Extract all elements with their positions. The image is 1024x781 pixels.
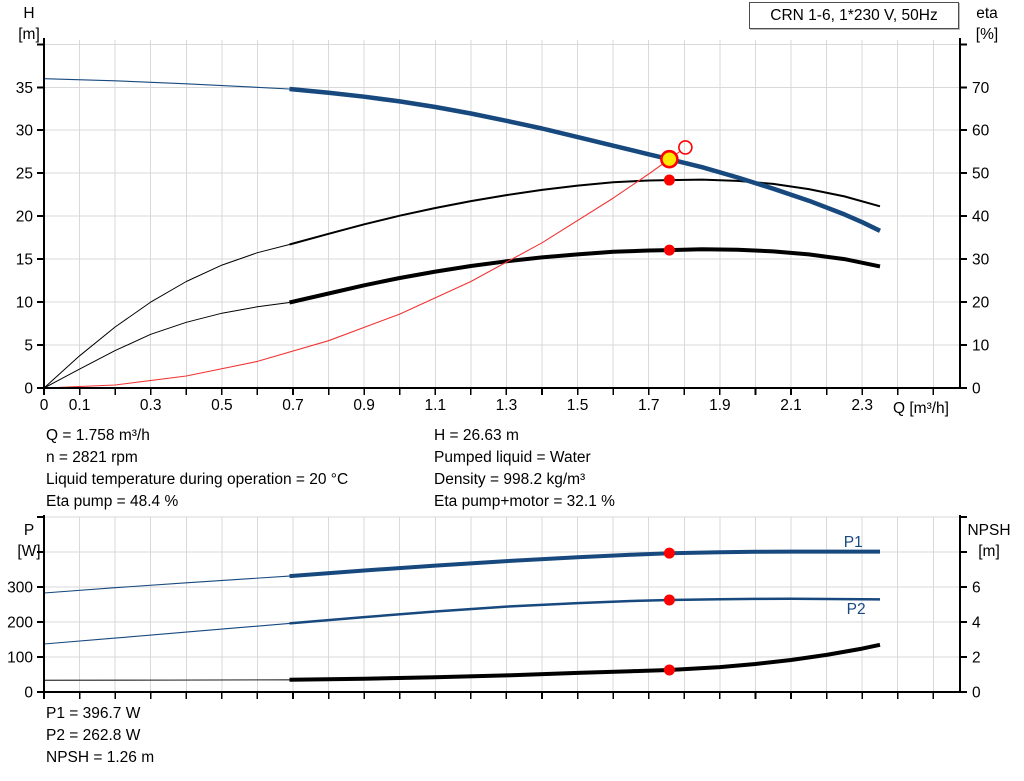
h-axis-title-symbol: H — [23, 5, 35, 22]
info-line-p2: P2 = 262.8 W — [46, 727, 141, 744]
x-tick-label: 0 — [40, 397, 49, 414]
chart-qh-eta: 0 5 10 15 20 25 30 35 0 10 20 30 40 50 60 70 0 0.1 0.3 0.5 0… — [16, 38, 990, 414]
x-tick-label: 1.5 — [567, 397, 589, 414]
system-curve — [43, 150, 682, 389]
x-tick-label: 2.3 — [851, 397, 873, 414]
y-left-tick-label: 20 — [16, 209, 34, 226]
x-tick-label: 0.5 — [211, 397, 233, 414]
x-tick-label: 1.9 — [709, 397, 731, 414]
y-right-tick-label: 30 — [972, 252, 990, 269]
series-label-p1: P1 — [844, 534, 863, 551]
y-left-tick-label: 200 — [7, 615, 33, 632]
x-tick-label: 0.3 — [140, 397, 162, 414]
eta-pump-motor-curve — [289, 247, 881, 305]
info-line-eta-pump-motor: Eta pump+motor = 32.1 % — [434, 493, 615, 510]
y-right-tick-label: 2 — [972, 650, 981, 667]
p-axis-title: P [W] — [10, 520, 48, 562]
q-axis-title: Q [m³/h] — [893, 400, 949, 417]
npsh-extrapolated — [43, 679, 290, 681]
info-line-p1: P1 = 396.7 W — [46, 705, 141, 722]
y-right-tick-label: 4 — [972, 615, 981, 632]
y-right-tick-label: 70 — [972, 80, 990, 97]
info-line-eta-pump: Eta pump = 48.4 % — [46, 493, 179, 510]
info-line-liquid-temperature: Liquid temperature during operation = 20… — [46, 471, 349, 488]
p-axis-title-symbol: P — [23, 522, 35, 539]
y-right-tick-label: 40 — [972, 209, 990, 226]
y-left-tick-label: 25 — [16, 166, 33, 183]
x-tick-label: 0.1 — [69, 397, 91, 414]
pump-model-title-box: CRN 1-6, 1*230 V, 50Hz — [749, 2, 959, 29]
info-line-q: Q = 1.758 m³/h — [46, 427, 150, 444]
p2-extrapolated — [43, 622, 290, 645]
eta-axis-title-symbol: eta — [976, 5, 998, 22]
y-left-tick-label: 300 — [7, 580, 33, 597]
info-line-h: H = 26.63 m — [434, 427, 519, 444]
x-tick-label: 0.9 — [353, 397, 375, 414]
eta-pump-point — [663, 174, 675, 186]
npsh-point — [663, 664, 675, 676]
operating-point-info-right: H = 26.63 m Pumped liquid = Water Densit… — [434, 425, 615, 513]
info-line-speed: n = 2821 rpm — [46, 449, 138, 466]
p1-extrapolated — [43, 575, 290, 594]
npsh-axis-title-unit: [m] — [978, 543, 1000, 560]
p1-curve — [289, 549, 880, 579]
duty-point[interactable] — [660, 149, 679, 169]
y-right-tick-label: 50 — [972, 166, 990, 183]
y-left-tick-label: 0 — [24, 685, 33, 702]
eta-pump-motor-extrapolated — [43, 302, 290, 389]
y-left-tick-label: 35 — [16, 80, 33, 97]
operating-point-info-left: Q = 1.758 m³/h n = 2821 rpm Liquid tempe… — [46, 425, 348, 513]
series-label-p2: P2 — [847, 601, 866, 618]
y-left-tick-label: 15 — [16, 252, 33, 269]
x-tick-label: 1.3 — [496, 397, 518, 414]
eta-pump-extrapolated — [43, 244, 290, 389]
plot-area[interactable] — [44, 40, 960, 388]
p1-point — [663, 547, 675, 559]
p-axis-title-unit: [W] — [17, 543, 41, 560]
x-tick-label: 1.7 — [638, 397, 660, 414]
eta-axis-title: eta [%] — [962, 3, 1012, 45]
y-left-tick-label: 10 — [16, 295, 34, 312]
p2-curve — [289, 597, 881, 625]
chart-power-npsh: 0 100 200 300 0 2 4 6 P1 P2 — [7, 515, 981, 702]
h-axis-title-unit: [m] — [18, 26, 40, 43]
x-tick-label: 1.1 — [425, 397, 447, 414]
y-right-tick-label: 0 — [972, 381, 981, 398]
requested-duty-point[interactable] — [678, 140, 693, 155]
y-left-tick-label: 30 — [16, 123, 34, 140]
qh-curve-extrapolated — [43, 78, 290, 90]
npsh-axis-title: NPSH [m] — [958, 520, 1020, 562]
y-left-tick-label: 100 — [7, 650, 33, 667]
eta-pump-curve — [289, 178, 881, 246]
x-tick-label: 2.1 — [780, 397, 802, 414]
info-line-pumped-liquid: Pumped liquid = Water — [434, 449, 591, 466]
eta-pump-motor-point — [663, 244, 675, 256]
npsh-axis-title-symbol: NPSH — [967, 522, 1011, 539]
qh-curve — [289, 86, 881, 233]
eta-axis-title-unit: [%] — [975, 26, 999, 43]
p2-point — [663, 594, 675, 606]
y-left-tick-label: 5 — [24, 338, 33, 355]
h-axis-title: H [m] — [10, 3, 48, 45]
info-line-density: Density = 998.2 kg/m³ — [434, 471, 586, 488]
plot-area[interactable] — [44, 517, 960, 692]
y-right-tick-label: 20 — [972, 295, 990, 312]
x-tick-label: 0.7 — [282, 397, 304, 414]
y-right-tick-label: 0 — [972, 685, 981, 702]
y-right-tick-label: 6 — [972, 580, 981, 597]
y-left-tick-label: 0 — [24, 381, 33, 398]
power-npsh-info: P1 = 396.7 W P2 = 262.8 W NPSH = 1.26 m — [46, 703, 154, 769]
y-right-tick-label: 10 — [972, 338, 990, 355]
info-line-npsh: NPSH = 1.26 m — [46, 749, 155, 766]
y-right-tick-label: 60 — [972, 123, 990, 140]
